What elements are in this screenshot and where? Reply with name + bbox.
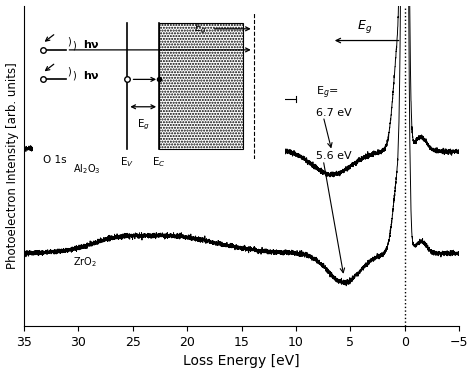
Text: 5.6 eV: 5.6 eV xyxy=(316,151,351,161)
Text: 6.7 eV: 6.7 eV xyxy=(316,108,351,117)
Text: plasmon loss peak: plasmon loss peak xyxy=(144,77,253,90)
Text: E$_g$=: E$_g$= xyxy=(316,84,338,101)
Y-axis label: Photoelectron Intensity [arb. units]: Photoelectron Intensity [arb. units] xyxy=(6,62,18,269)
X-axis label: Loss Energy [eV]: Loss Energy [eV] xyxy=(183,355,300,368)
Text: Al$_2$O$_3$: Al$_2$O$_3$ xyxy=(73,162,101,176)
Text: ZrO$_2$: ZrO$_2$ xyxy=(73,255,97,269)
Text: E$_g$: E$_g$ xyxy=(357,18,372,35)
